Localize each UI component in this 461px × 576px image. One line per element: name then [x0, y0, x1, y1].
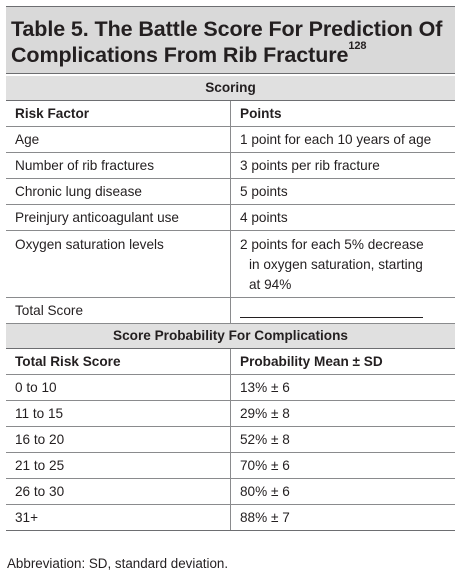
- column-header-row: Risk Factor Points: [6, 100, 455, 127]
- probability-cell: 52% ± 8: [230, 426, 455, 453]
- table-title-line-2: Complications From Rib Fracture128: [11, 40, 367, 68]
- table-row: 21 to 25 70% ± 6: [6, 452, 455, 479]
- table-row: Age 1 point for each 10 years of age: [6, 126, 455, 153]
- probability-cell: 80% ± 6: [230, 478, 455, 505]
- points-cell: 3 points per rib fracture: [230, 152, 455, 179]
- table-row: 26 to 30 80% ± 6: [6, 478, 455, 505]
- points-line: at 94%: [249, 277, 292, 292]
- probability-cell: 13% ± 6: [230, 374, 455, 401]
- column-header-row: Total Risk Score Probability Mean ± SD: [6, 348, 455, 375]
- points-cell: 4 points: [230, 204, 455, 231]
- fill-in-line: [240, 303, 423, 319]
- battle-score-table: Scoring Risk Factor Points Age 1 point f…: [6, 76, 455, 531]
- table-row: Chronic lung disease 5 points: [6, 178, 455, 205]
- risk-factor-cell: Total Score: [6, 297, 231, 324]
- table-row: 16 to 20 52% ± 8: [6, 426, 455, 453]
- column-header: Probability Mean ± SD: [230, 348, 455, 375]
- abbreviation-footnote: Abbreviation: SD, standard deviation.: [7, 556, 229, 571]
- risk-factor-cell: Chronic lung disease: [6, 178, 231, 205]
- table-title-text: Complications From Rib Fracture: [11, 43, 349, 67]
- table-row: 11 to 15 29% ± 8: [6, 400, 455, 427]
- table-row: 0 to 10 13% ± 6: [6, 374, 455, 401]
- risk-factor-cell: Number of rib fractures: [6, 152, 231, 179]
- table-row: Number of rib fractures 3 points per rib…: [6, 152, 455, 179]
- table-row: Oxygen saturation levels 2 points for ea…: [6, 230, 455, 298]
- risk-score-cell: 26 to 30: [6, 478, 231, 505]
- risk-score-cell: 21 to 25: [6, 452, 231, 479]
- probability-cell: 88% ± 7: [230, 504, 455, 531]
- points-cell: 1 point for each 10 years of age: [230, 126, 455, 153]
- table-title-box: Table 5. The Battle Score For Prediction…: [6, 6, 455, 74]
- table-row-total: Total Score: [6, 297, 455, 324]
- points-line: 2 points for each 5% decrease: [240, 237, 424, 252]
- risk-score-cell: 31+: [6, 504, 231, 531]
- risk-factor-cell: Preinjury anticoagulant use: [6, 204, 231, 231]
- table-row: 31+ 88% ± 7: [6, 504, 455, 531]
- column-header: Points: [230, 100, 455, 127]
- section-label: Scoring: [6, 76, 455, 101]
- probability-cell: 29% ± 8: [230, 400, 455, 427]
- risk-factor-cell: Age: [6, 126, 231, 153]
- table-title-line-1: Table 5. The Battle Score For Prediction…: [11, 17, 443, 41]
- points-cell: 2 points for each 5% decrease in oxygen …: [230, 230, 455, 298]
- risk-score-cell: 16 to 20: [6, 426, 231, 453]
- column-header: Risk Factor: [6, 100, 231, 127]
- reference-superscript: 128: [348, 40, 367, 52]
- section-header-probability: Score Probability For Complications: [6, 323, 455, 349]
- table-row: Preinjury anticoagulant use 4 points: [6, 204, 455, 231]
- risk-score-cell: 0 to 10: [6, 374, 231, 401]
- section-label: Score Probability For Complications: [6, 323, 455, 349]
- total-score-cell: [230, 297, 455, 324]
- section-header-scoring: Scoring: [6, 76, 455, 101]
- probability-cell: 70% ± 6: [230, 452, 455, 479]
- risk-factor-cell: Oxygen saturation levels: [6, 230, 231, 298]
- column-header: Total Risk Score: [6, 348, 231, 375]
- risk-score-cell: 11 to 15: [6, 400, 231, 427]
- points-cell: 5 points: [230, 178, 455, 205]
- points-line: in oxygen saturation, starting: [249, 257, 423, 272]
